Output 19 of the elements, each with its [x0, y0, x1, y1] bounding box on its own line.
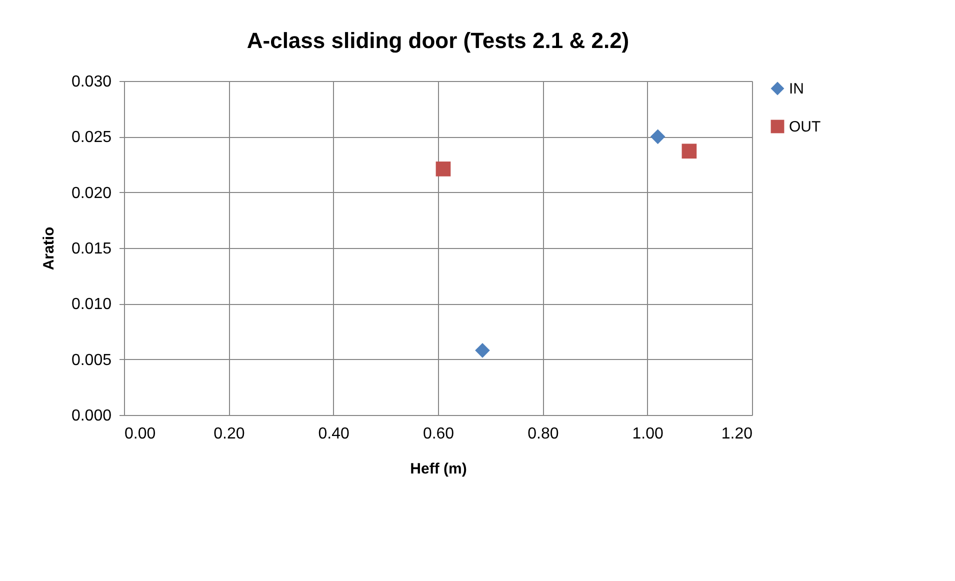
y-tick-label: 0.010 [71, 296, 112, 314]
legend-label: OUT [789, 118, 821, 136]
x-tick-label: 0.20 [214, 426, 245, 442]
chart-title: A-class sliding door (Tests 2.1 & 2.2) [246, 28, 630, 53]
x-tick-label: 0.40 [318, 426, 350, 442]
y-tick-label: 0.000 [71, 408, 112, 424]
y-tick-label: 0.025 [71, 129, 112, 146]
x-tick-label: 1.20 [721, 426, 753, 442]
y-tick-label: 0.030 [71, 74, 112, 90]
y-tick-label: 0.020 [71, 184, 112, 202]
y-axis-title: Aratio [40, 226, 58, 270]
y-tick-label: 0.005 [71, 352, 112, 369]
x-tick-label: 0.80 [528, 426, 559, 442]
x-tick-label: 0.00 [124, 426, 156, 442]
legend-label: IN [789, 80, 804, 98]
x-tick-label: 1.00 [632, 426, 664, 442]
x-axis-title: Heff (m) [410, 460, 467, 478]
x-tick-label: 0.60 [422, 426, 454, 442]
y-tick-label: 0.015 [71, 240, 112, 258]
